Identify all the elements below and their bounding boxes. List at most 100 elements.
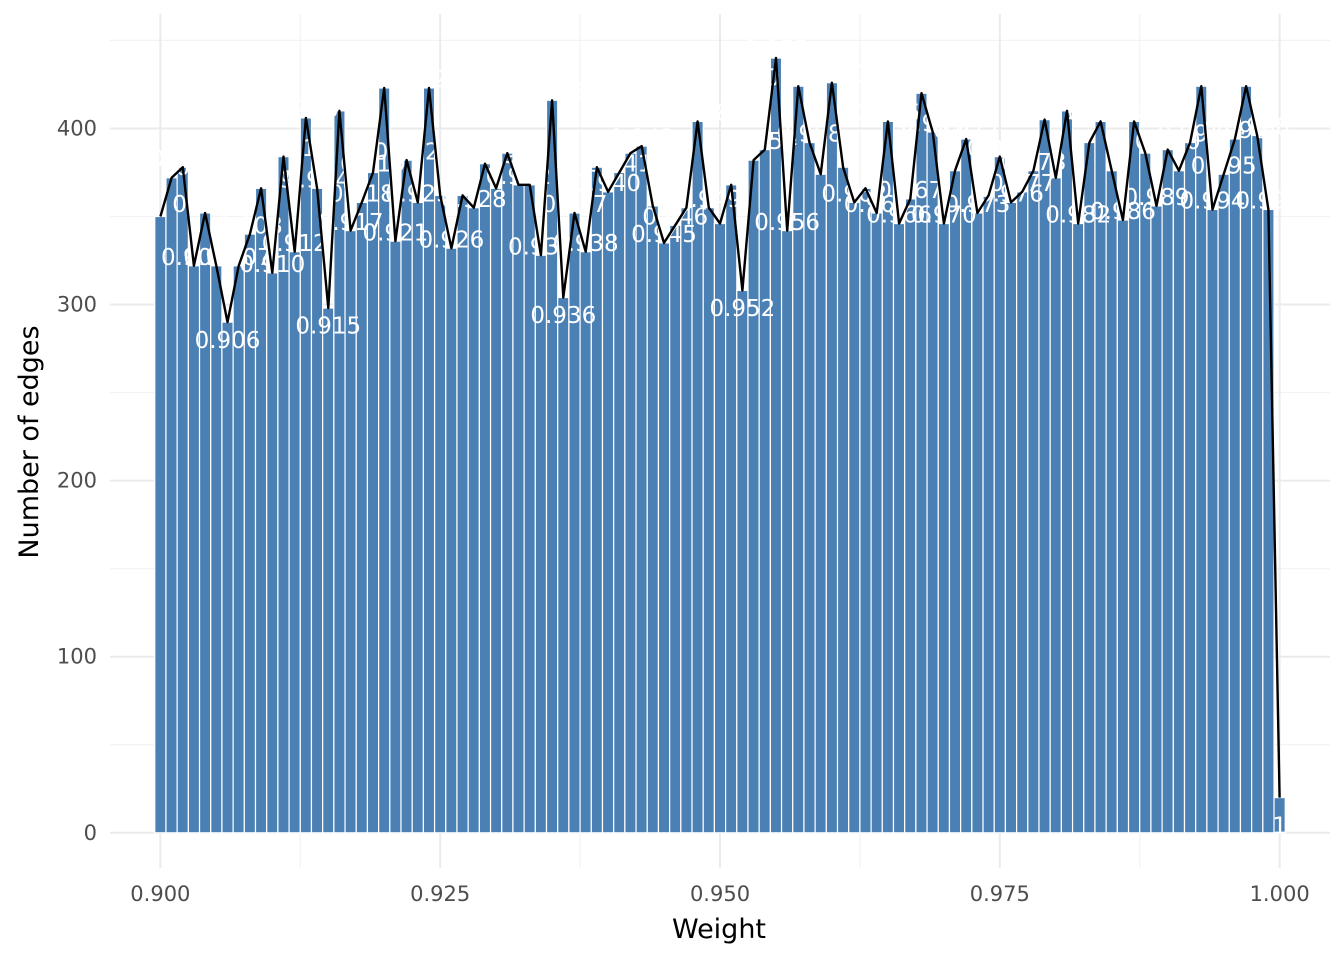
histogram-bar [355, 201, 369, 834]
histogram-bar [523, 184, 536, 834]
histogram-bar [478, 163, 492, 834]
histogram-bar [870, 212, 883, 834]
histogram-bar [221, 321, 234, 834]
histogram-bar [937, 222, 951, 834]
x-axis-title: Weight [672, 914, 766, 945]
x-tick-label: 0.900 [130, 882, 190, 906]
histogram-bar [769, 57, 783, 834]
histogram-bar [1027, 170, 1040, 834]
bar-value-label: 0.915 [295, 314, 361, 340]
histogram-bar [1183, 141, 1197, 834]
histogram-bar [1139, 152, 1152, 834]
histogram-bar [948, 170, 962, 834]
histogram-bar [1127, 120, 1141, 834]
axis-ticks: 0.900 0.925 0.950 0.975 1.000 0 100 200 300 400 [57, 116, 1310, 906]
trend-line [159, 56, 1281, 798]
histogram-bar [1251, 134, 1264, 834]
histogram-bar [579, 251, 592, 834]
histogram-bar [411, 201, 424, 834]
histogram-bar [1016, 191, 1029, 834]
histogram-bar [489, 187, 503, 834]
histogram-bar [836, 166, 850, 834]
bar-value-label: 0.936 [530, 303, 596, 329]
histogram-bar [814, 173, 827, 834]
histogram-bar [310, 187, 324, 834]
histogram-bar [1217, 173, 1230, 834]
histogram-bar [993, 156, 1007, 834]
y-tick-label: 300 [57, 293, 97, 317]
histogram-bar [1150, 205, 1163, 834]
histogram-bar [1105, 170, 1118, 834]
histogram-bar [366, 171, 380, 834]
y-tick-label: 400 [57, 116, 97, 140]
histogram-bar [680, 207, 693, 834]
histogram-bar [1262, 208, 1275, 834]
histogram-bar [1172, 170, 1186, 834]
histogram-bar [243, 233, 257, 834]
y-axis-title: Number of edges [14, 325, 45, 558]
histogram-bar [154, 215, 167, 834]
histogram-bar [601, 191, 615, 834]
histogram-bar [456, 194, 469, 834]
histogram-bar [1206, 208, 1219, 834]
bar-value-labels: 0.9010.9020.9030.9040.9050.9060.9070.908… [139, 37, 1302, 840]
histogram-bar [467, 207, 480, 834]
histogram-bar [266, 272, 279, 834]
histogram-bar [1161, 148, 1174, 834]
histogram-bar [198, 212, 212, 834]
histogram-bar [904, 198, 917, 834]
histogram-bar [165, 177, 178, 834]
histogram-bar [982, 194, 995, 834]
y-tick-label: 100 [57, 645, 97, 669]
histogram-bar [736, 289, 749, 834]
histogram-bar [792, 85, 805, 834]
histogram-bar [747, 159, 760, 834]
histogram-bar [848, 201, 861, 834]
histogram-bar [590, 166, 604, 834]
histogram-bar [1049, 177, 1062, 834]
histogram-bar [400, 159, 413, 834]
x-tick-label: 0.950 [690, 882, 750, 906]
histogram-bar [1116, 219, 1130, 834]
histogram-bar [613, 171, 626, 834]
histogram-bar [960, 138, 973, 834]
histogram-bar [724, 184, 738, 834]
histogram-bar [669, 224, 682, 834]
histogram-bar [646, 205, 660, 834]
histogram-bar [389, 240, 402, 834]
histogram-bar [299, 117, 313, 834]
histogram-bar [1071, 222, 1085, 834]
y-tick-label: 0 [84, 821, 97, 845]
histogram-bar [1228, 138, 1242, 834]
histogram-bar [322, 307, 335, 834]
histogram-bar [971, 212, 984, 834]
bar-value-label: 0.926 [418, 227, 484, 253]
histogram-bar [635, 145, 648, 834]
histogram-bar [657, 242, 671, 834]
histogram-bar [512, 184, 525, 834]
histogram-bar [803, 141, 816, 834]
histogram-bar [445, 247, 458, 834]
bars [154, 57, 1286, 834]
histogram-bar [557, 296, 570, 834]
histogram-bar [859, 187, 872, 834]
histogram-bar [1004, 201, 1018, 834]
x-tick-label: 1.000 [1250, 882, 1310, 906]
histogram-bar [433, 194, 447, 834]
bar-value-label: 1 [1272, 814, 1287, 840]
bar-value-label: 0.928 [441, 187, 507, 213]
histogram-bar [892, 222, 906, 834]
x-tick-label: 0.925 [410, 882, 470, 906]
histogram-bar [926, 131, 939, 834]
histogram-bar [624, 152, 637, 834]
histogram-bar [254, 187, 268, 834]
y-tick-label: 200 [57, 469, 97, 493]
histogram-bar [534, 254, 548, 834]
bar-value-label: 0.906 [195, 328, 261, 354]
bar-value-label: 0.952 [709, 296, 775, 322]
histogram-bar [758, 148, 771, 834]
x-tick-label: 0.975 [970, 882, 1030, 906]
histogram-bar [780, 229, 794, 834]
histogram-bar [1083, 141, 1096, 834]
